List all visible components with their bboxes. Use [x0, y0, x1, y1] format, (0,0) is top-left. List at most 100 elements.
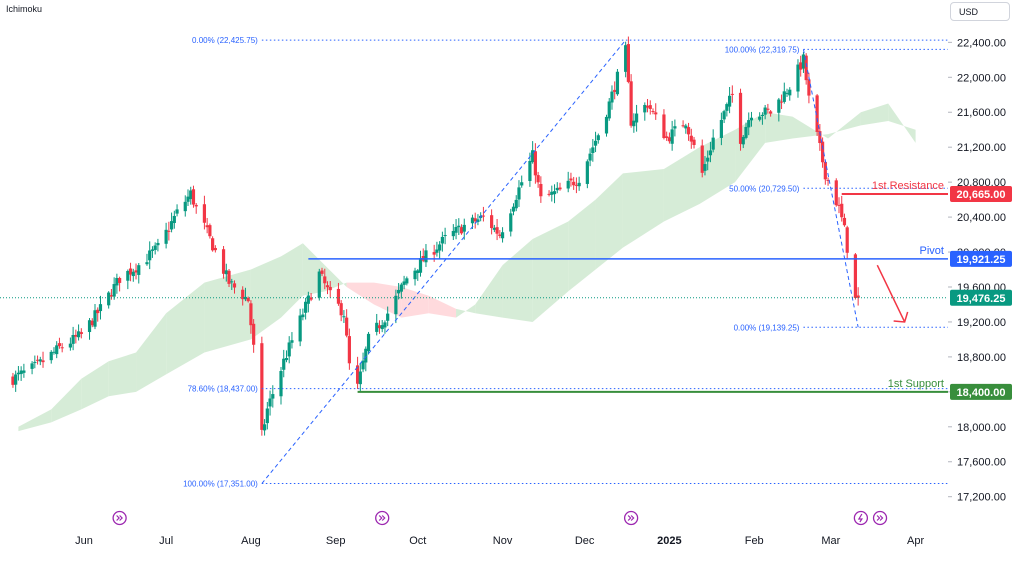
candle-body: [651, 111, 655, 113]
chevrons-glyph: [378, 515, 386, 521]
candle-body: [57, 343, 62, 347]
candle-body: [397, 289, 401, 294]
candle: [758, 112, 762, 122]
resistance-tag-bg: [950, 185, 1012, 202]
candle-body: [777, 99, 781, 113]
candle-body: [662, 114, 666, 139]
candle-body: [845, 227, 849, 253]
candle: [845, 225, 849, 259]
event-icon[interactable]: [623, 510, 639, 526]
candle: [722, 109, 726, 124]
candle: [799, 55, 803, 77]
event-icon-circle: [853, 510, 869, 526]
candle: [156, 238, 160, 252]
candle-body: [282, 358, 286, 370]
candle-body: [241, 289, 245, 300]
candle-body: [766, 108, 770, 110]
candle-body: [128, 268, 133, 275]
candle-body: [454, 227, 458, 233]
candle: [700, 139, 704, 178]
candle-body: [457, 225, 461, 228]
candle: [818, 123, 822, 151]
candle: [325, 281, 330, 295]
candle-body: [202, 204, 207, 223]
candle-body: [807, 79, 811, 96]
event-icon[interactable]: [112, 510, 127, 526]
y-tick-label: 21,200.00: [957, 142, 1006, 154]
candle: [615, 69, 620, 96]
candle-body: [399, 284, 403, 292]
candle: [443, 227, 447, 245]
candle-body: [779, 101, 784, 103]
candle-body: [558, 187, 562, 190]
candle-body: [500, 232, 505, 239]
candle: [380, 319, 384, 333]
candle: [128, 262, 133, 282]
candle-body: [763, 107, 767, 115]
candle-body: [290, 340, 294, 343]
candle: [706, 150, 710, 171]
candle-body: [38, 359, 42, 362]
candle-body: [572, 181, 576, 186]
candle: [558, 182, 562, 191]
candle-body: [301, 314, 305, 318]
candle: [38, 356, 42, 366]
x-tick-label: Mar: [821, 535, 840, 547]
candle-body: [837, 204, 841, 206]
candle: [490, 209, 494, 235]
candle: [126, 269, 130, 290]
event-icon[interactable]: [375, 510, 390, 526]
candle-body: [304, 301, 308, 313]
candle-body: [16, 372, 21, 375]
candle: [230, 278, 234, 290]
lightning-event-icon[interactable]: [853, 510, 869, 526]
candle-body: [840, 203, 844, 218]
candle: [730, 85, 734, 103]
candle-body: [533, 151, 537, 176]
cloud-segment: [346, 282, 374, 305]
cloud-segment: [51, 378, 82, 423]
candle: [74, 329, 78, 344]
candle: [323, 268, 327, 290]
candle-body: [131, 271, 135, 277]
candle: [785, 88, 789, 97]
currency-selector[interactable]: USD: [950, 2, 1010, 21]
candle-body: [634, 113, 639, 123]
candle-body: [377, 325, 382, 329]
candle: [539, 176, 543, 203]
candle: [394, 289, 398, 324]
candle: [684, 123, 688, 134]
candle: [531, 141, 535, 164]
candle-body: [76, 331, 81, 338]
candle: [30, 361, 34, 375]
candle-body: [607, 101, 611, 119]
candle-body: [375, 322, 379, 332]
candle: [90, 318, 94, 328]
cloud-segment: [108, 352, 137, 397]
candle-body: [520, 182, 524, 186]
candle-body: [413, 270, 417, 280]
indicator-label[interactable]: Ichimoku: [6, 4, 43, 14]
candle: [459, 224, 464, 235]
candle-body: [547, 193, 551, 195]
candle: [626, 36, 630, 84]
candle-body: [528, 160, 532, 182]
cloud-segment: [281, 243, 303, 318]
candle-body: [796, 64, 800, 92]
candle: [815, 94, 819, 136]
candle-body: [232, 283, 237, 288]
candle: [476, 214, 480, 226]
candle: [221, 245, 226, 279]
candle: [738, 88, 743, 151]
chevrons-glyph: [116, 515, 123, 521]
candle-body: [818, 131, 822, 144]
candle: [826, 177, 830, 186]
candle: [741, 135, 745, 149]
candle-body: [424, 250, 428, 263]
candle-body: [96, 309, 100, 314]
candle: [405, 276, 409, 286]
candle: [424, 244, 428, 267]
event-icon[interactable]: [872, 510, 888, 526]
candle-body: [842, 217, 847, 226]
